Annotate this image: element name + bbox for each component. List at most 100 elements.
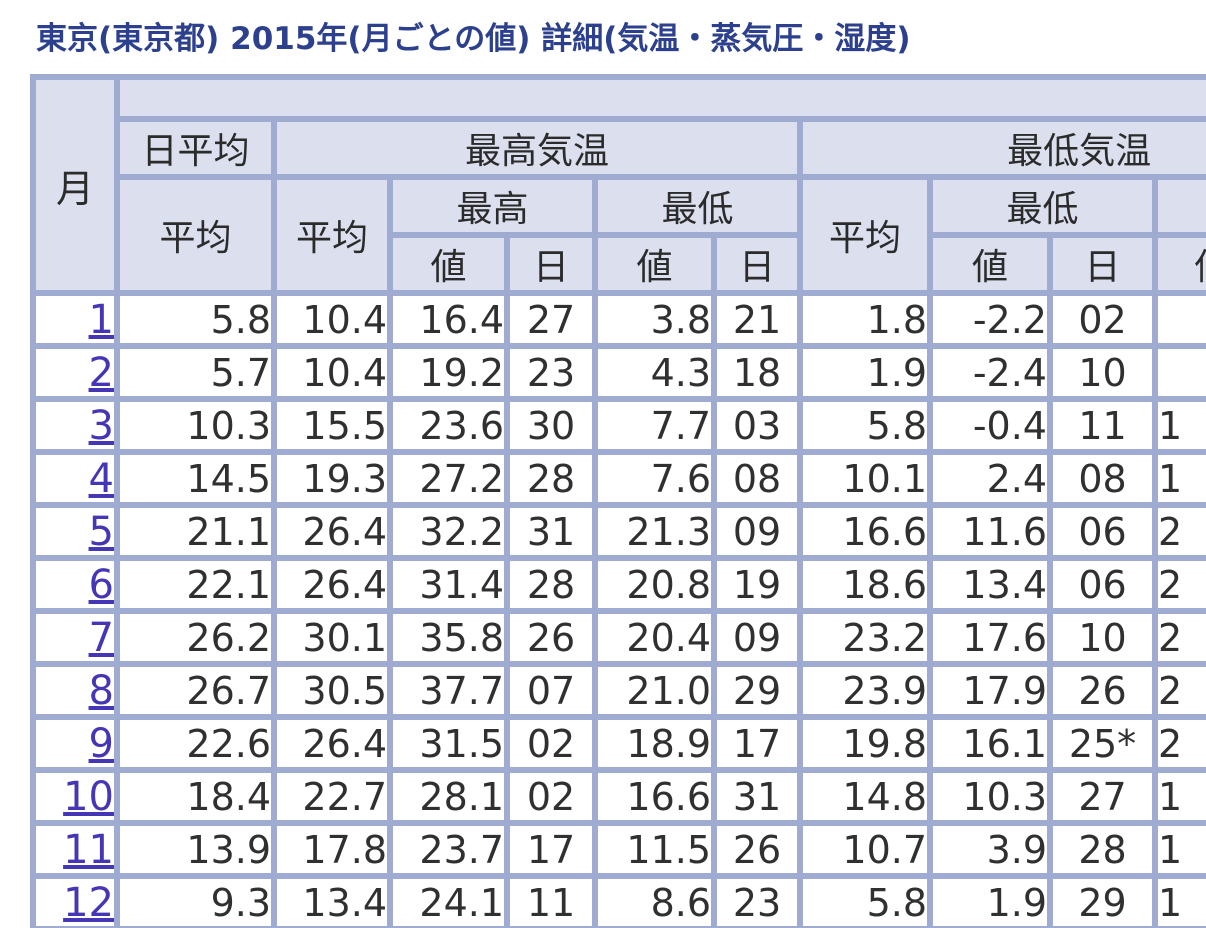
- table-row: 3 10.3 15.5 23.6 30 7.7 03 5.8 -0.4 11 1: [30, 396, 1206, 455]
- min-temp-lowest-day-cell: 06: [1047, 555, 1158, 614]
- daily-average-cell: 21.1: [114, 502, 277, 561]
- max-temp-lowest-day-cell: 31: [711, 767, 803, 826]
- daily-average-cell: 5.7: [114, 343, 277, 402]
- max-temp-average-cell: 26.4: [271, 714, 393, 773]
- max-temp-highest-value-cell: 32.2: [387, 502, 510, 561]
- month-link[interactable]: 7: [88, 614, 114, 661]
- month-link[interactable]: 10: [63, 773, 114, 820]
- min-temp-lowest-value-cell: -2.4: [927, 343, 1053, 402]
- max-temp-lowest-day-cell: 09: [711, 502, 803, 561]
- min-temp-lowest-value-cell: 13.4: [927, 555, 1053, 614]
- max-temp-highest-day-cell: 31: [504, 502, 598, 561]
- min-temp-lowest-day-cell: 25*: [1047, 714, 1158, 773]
- max-temp-average-cell: 26.4: [271, 502, 393, 561]
- header-min-lowest-band: 最低: [927, 174, 1158, 238]
- max-temp-highest-day-cell: 11: [504, 873, 598, 928]
- max-temp-lowest-value-cell: 4.3: [592, 343, 717, 402]
- max-temp-lowest-day-cell: 19: [711, 555, 803, 614]
- daily-average-cell: 26.2: [114, 608, 277, 667]
- min-temp-highest-value-cell: 1: [1152, 873, 1206, 928]
- min-temp-lowest-day-cell: 27: [1047, 767, 1158, 826]
- header-max-highest-value: 値: [387, 232, 510, 296]
- table-row: 10 18.4 22.7 28.1 02 16.6 31 14.8 10.3 27 1: [30, 767, 1206, 826]
- month-cell: 9: [30, 714, 120, 773]
- max-temp-lowest-value-cell: 8.6: [592, 873, 717, 928]
- month-cell: 8: [30, 661, 120, 720]
- max-temp-lowest-value-cell: 16.6: [592, 767, 717, 826]
- min-temp-lowest-day-cell: 11: [1047, 396, 1158, 455]
- header-min-highest-value: 値: [1152, 232, 1206, 296]
- min-temp-lowest-value-cell: 3.9: [927, 820, 1053, 879]
- max-temp-highest-day-cell: 17: [504, 820, 598, 879]
- month-cell: 11: [30, 820, 120, 879]
- header-max-highest-day: 日: [504, 232, 598, 296]
- max-temp-lowest-value-cell: 11.5: [592, 820, 717, 879]
- min-temp-lowest-day-cell: 10: [1047, 608, 1158, 667]
- min-temp-lowest-day-cell: 26: [1047, 661, 1158, 720]
- max-temp-lowest-day-cell: 29: [711, 661, 803, 720]
- header-max-lowest-value: 値: [592, 232, 717, 296]
- min-temp-average-cell: 5.8: [797, 396, 933, 455]
- month-link[interactable]: 12: [63, 879, 114, 926]
- max-temp-highest-day-cell: 28: [504, 555, 598, 614]
- min-temp-lowest-value-cell: -2.2: [927, 290, 1053, 349]
- min-temp-highest-value-cell: 2: [1152, 714, 1206, 773]
- month-link[interactable]: 5: [88, 508, 114, 555]
- max-temp-highest-value-cell: 37.7: [387, 661, 510, 720]
- table-row: 12 9.3 13.4 24.1 11 8.6 23 5.8 1.9 29 1: [30, 873, 1206, 928]
- max-temp-highest-day-cell: 07: [504, 661, 598, 720]
- min-temp-lowest-day-cell: 08: [1047, 449, 1158, 508]
- month-cell: 6: [30, 555, 120, 614]
- daily-average-cell: 5.8: [114, 290, 277, 349]
- month-link[interactable]: 1: [88, 296, 114, 343]
- max-temp-highest-value-cell: 27.2: [387, 449, 510, 508]
- max-temp-highest-value-cell: 23.6: [387, 396, 510, 455]
- max-temp-lowest-day-cell: 09: [711, 608, 803, 667]
- max-temp-highest-value-cell: 28.1: [387, 767, 510, 826]
- min-temp-highest-value-cell: 1: [1152, 449, 1206, 508]
- min-temp-lowest-day-cell: 28: [1047, 820, 1158, 879]
- min-temp-average-cell: 10.7: [797, 820, 933, 879]
- daily-average-cell: 14.5: [114, 449, 277, 508]
- daily-average-cell: 26.7: [114, 661, 277, 720]
- month-link[interactable]: 3: [88, 402, 114, 449]
- min-temp-lowest-value-cell: 1.9: [927, 873, 1053, 928]
- min-temp-lowest-value-cell: 2.4: [927, 449, 1053, 508]
- month-link[interactable]: 4: [88, 455, 114, 502]
- max-temp-lowest-day-cell: 18: [711, 343, 803, 402]
- month-cell: 10: [30, 767, 120, 826]
- max-temp-highest-value-cell: 23.7: [387, 820, 510, 879]
- month-link[interactable]: 11: [63, 826, 114, 873]
- max-temp-lowest-day-cell: 08: [711, 449, 803, 508]
- max-temp-lowest-value-cell: 7.7: [592, 396, 717, 455]
- header-max-lowest-day: 日: [711, 232, 803, 296]
- month-link[interactable]: 2: [88, 349, 114, 396]
- month-cell: 3: [30, 396, 120, 455]
- max-temp-highest-value-cell: 16.4: [387, 290, 510, 349]
- max-temp-average-cell: 19.3: [271, 449, 393, 508]
- min-temp-lowest-value-cell: 16.1: [927, 714, 1053, 773]
- header-daily-average-group: 日平均: [114, 116, 277, 180]
- max-temp-highest-value-cell: 31.5: [387, 714, 510, 773]
- month-link[interactable]: 9: [88, 720, 114, 767]
- header-top-band: [113, 74, 1206, 122]
- table-row: 2 5.7 10.4 19.2 23 4.3 18 1.9 -2.4 10: [30, 343, 1206, 402]
- min-temp-lowest-day-cell: 06: [1047, 502, 1158, 561]
- header-min-average: 平均: [797, 174, 933, 296]
- month-link[interactable]: 8: [88, 667, 114, 714]
- min-temp-average-cell: 18.6: [797, 555, 933, 614]
- table-row: 5 21.1 26.4 32.2 31 21.3 09 16.6 11.6 06 2: [30, 502, 1206, 561]
- max-temp-average-cell: 15.5: [271, 396, 393, 455]
- monthly-weather-table: 月 日平均 最高気温 最低気温 平均 平均 最高 最低 平均 最低 最高 値 日…: [30, 74, 1206, 928]
- month-link[interactable]: 6: [88, 561, 114, 608]
- max-temp-average-cell: 17.8: [271, 820, 393, 879]
- table-row: 8 26.7 30.5 37.7 07 21.0 29 23.9 17.9 26 2: [30, 661, 1206, 720]
- month-cell: 1: [30, 290, 120, 349]
- min-temp-average-cell: 10.1: [797, 449, 933, 508]
- min-temp-average-cell: 23.2: [797, 608, 933, 667]
- max-temp-lowest-day-cell: 17: [711, 714, 803, 773]
- max-temp-lowest-value-cell: 18.9: [592, 714, 717, 773]
- month-cell: 2: [30, 343, 120, 402]
- table-row: 1 5.8 10.4 16.4 27 3.8 21 1.8 -2.2 02: [30, 290, 1206, 349]
- min-temp-lowest-value-cell: -0.4: [927, 396, 1053, 455]
